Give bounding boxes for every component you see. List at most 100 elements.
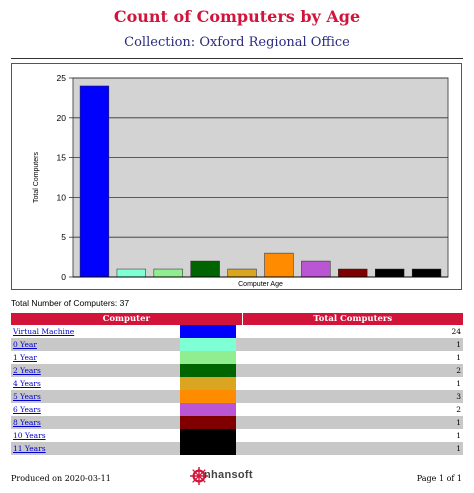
color-swatch-cell: [178, 403, 239, 416]
total-computers-cell: 1: [242, 429, 463, 442]
spacer-cell: [238, 338, 243, 351]
table-row: 5 Years 3: [11, 390, 463, 403]
total-computers-line: Total Number of Computers: 37: [11, 298, 130, 308]
color-swatch-cell: [178, 364, 239, 377]
color-swatch: [180, 416, 237, 429]
report-subtitle: Collection: Oxford Regional Office: [124, 35, 350, 50]
y-tick-label: 5: [61, 232, 66, 242]
produced-on: Produced on 2020-03-11: [11, 474, 111, 483]
color-swatch: [180, 338, 237, 351]
spacer-cell: [238, 364, 243, 377]
computer-age-link[interactable]: 4 Years: [13, 379, 41, 388]
color-swatch-cell: [178, 377, 239, 390]
color-swatch-cell: [178, 442, 239, 455]
total-computers-cell: 1: [242, 442, 463, 455]
enhansoft-logo-text: nhansoft: [204, 469, 253, 481]
computer-age-link[interactable]: 11 Years: [13, 444, 46, 453]
computer-age-link[interactable]: Virtual Machine: [13, 327, 75, 336]
bar-4-years: [227, 268, 257, 278]
total-computers-cell: 3: [242, 390, 463, 403]
total-computers-cell: 1: [242, 351, 463, 364]
plot-area: [72, 77, 449, 278]
computer-age-link[interactable]: 10 Years: [13, 431, 46, 440]
y-tick-label: 15: [57, 153, 67, 163]
computer-age-link[interactable]: 1 Year: [13, 353, 37, 362]
table-header-row: Computer Total Computers: [11, 313, 463, 325]
computer-age-cell: 6 Years: [11, 403, 179, 416]
computer-age-link[interactable]: 5 Years: [13, 392, 41, 401]
computer-age-cell: Virtual Machine: [11, 325, 179, 338]
table-row: 8 Years 1: [11, 416, 463, 429]
computer-age-link[interactable]: 6 Years: [13, 405, 41, 414]
y-tick-label: 0: [61, 272, 66, 282]
total-computers-cell: 2: [242, 403, 463, 416]
column-header-total: Total Computers: [242, 313, 463, 325]
table-row: 4 Years 1: [11, 377, 463, 390]
color-swatch: [180, 377, 237, 390]
color-swatch-cell: [178, 325, 239, 338]
computer-age-cell: 10 Years: [11, 429, 179, 442]
enhansoft-logo-icon: [190, 467, 208, 485]
table-row: 1 Year 1: [11, 351, 463, 364]
spacer-cell: [238, 351, 243, 364]
bar-chart: 0 5 10 15 20 25 Computer Age Total Computers: [33, 73, 449, 288]
color-swatch: [180, 390, 237, 403]
table-row: 2 Years 2: [11, 364, 463, 377]
bar-0-year: [116, 268, 146, 278]
y-tick-label: 10: [57, 192, 67, 202]
color-swatch: [180, 325, 237, 338]
total-computers-cell: 2: [242, 364, 463, 377]
total-computers-cell: 1: [242, 416, 463, 429]
color-swatch-cell: [178, 429, 239, 442]
table-row: 11 Years 1: [11, 442, 463, 455]
bar-virtual-machine: [79, 85, 110, 278]
x-axis-label: Computer Age: [238, 281, 283, 288]
y-tick-label: 25: [57, 73, 67, 83]
table-row: 0 Year 1: [11, 338, 463, 351]
table-row: 6 Years 2: [11, 403, 463, 416]
bar-8-years: [338, 268, 368, 278]
chart-frame: 0 5 10 15 20 25 Computer Age Total Computers: [11, 63, 462, 290]
y-axis-label: Total Computers: [33, 152, 40, 203]
color-swatch: [180, 429, 237, 442]
bar-1-year: [153, 268, 183, 278]
spacer-cell: [238, 442, 243, 455]
spacer-cell: [238, 416, 243, 429]
spacer-cell: [238, 403, 243, 416]
spacer-cell: [238, 429, 243, 442]
table-row: Virtual Machine 24: [11, 325, 463, 338]
bar-6-years: [301, 260, 331, 278]
computer-age-cell: 2 Years: [11, 364, 179, 377]
report-title: Count of Computers by Age: [113, 7, 361, 26]
page-info: Page 1 of 1: [416, 474, 462, 483]
computer-age-link[interactable]: 8 Years: [13, 418, 41, 427]
bar-5-years: [264, 252, 294, 278]
computer-age-table: Computer Total Computers Virtual Machine…: [11, 313, 463, 455]
spacer-cell: [238, 325, 243, 338]
total-computers-cell: 24: [242, 325, 463, 338]
computer-age-link[interactable]: 2 Years: [13, 366, 41, 375]
column-header-computer: Computer: [11, 313, 243, 325]
table-row: 10 Years 1: [11, 429, 463, 442]
computer-age-cell: 11 Years: [11, 442, 179, 455]
total-computers-cell: 1: [242, 377, 463, 390]
color-swatch: [180, 442, 237, 455]
bar-11-years: [411, 268, 442, 278]
spacer-cell: [238, 390, 243, 403]
total-computers-cell: 1: [242, 338, 463, 351]
computer-age-cell: 0 Year: [11, 338, 179, 351]
computer-age-link[interactable]: 0 Year: [13, 340, 37, 349]
color-swatch-cell: [178, 390, 239, 403]
bar-10-years: [375, 268, 405, 278]
y-tick-label: 20: [57, 113, 67, 123]
computer-age-cell: 5 Years: [11, 390, 179, 403]
header-divider: [11, 58, 463, 59]
color-swatch-cell: [178, 416, 239, 429]
computer-age-cell: 8 Years: [11, 416, 179, 429]
computer-age-cell: 4 Years: [11, 377, 179, 390]
bar-2-years: [190, 260, 220, 278]
enhansoft-logo: nhansoft: [190, 466, 270, 488]
color-swatch: [180, 403, 237, 416]
spacer-cell: [238, 377, 243, 390]
computer-age-cell: 1 Year: [11, 351, 179, 364]
